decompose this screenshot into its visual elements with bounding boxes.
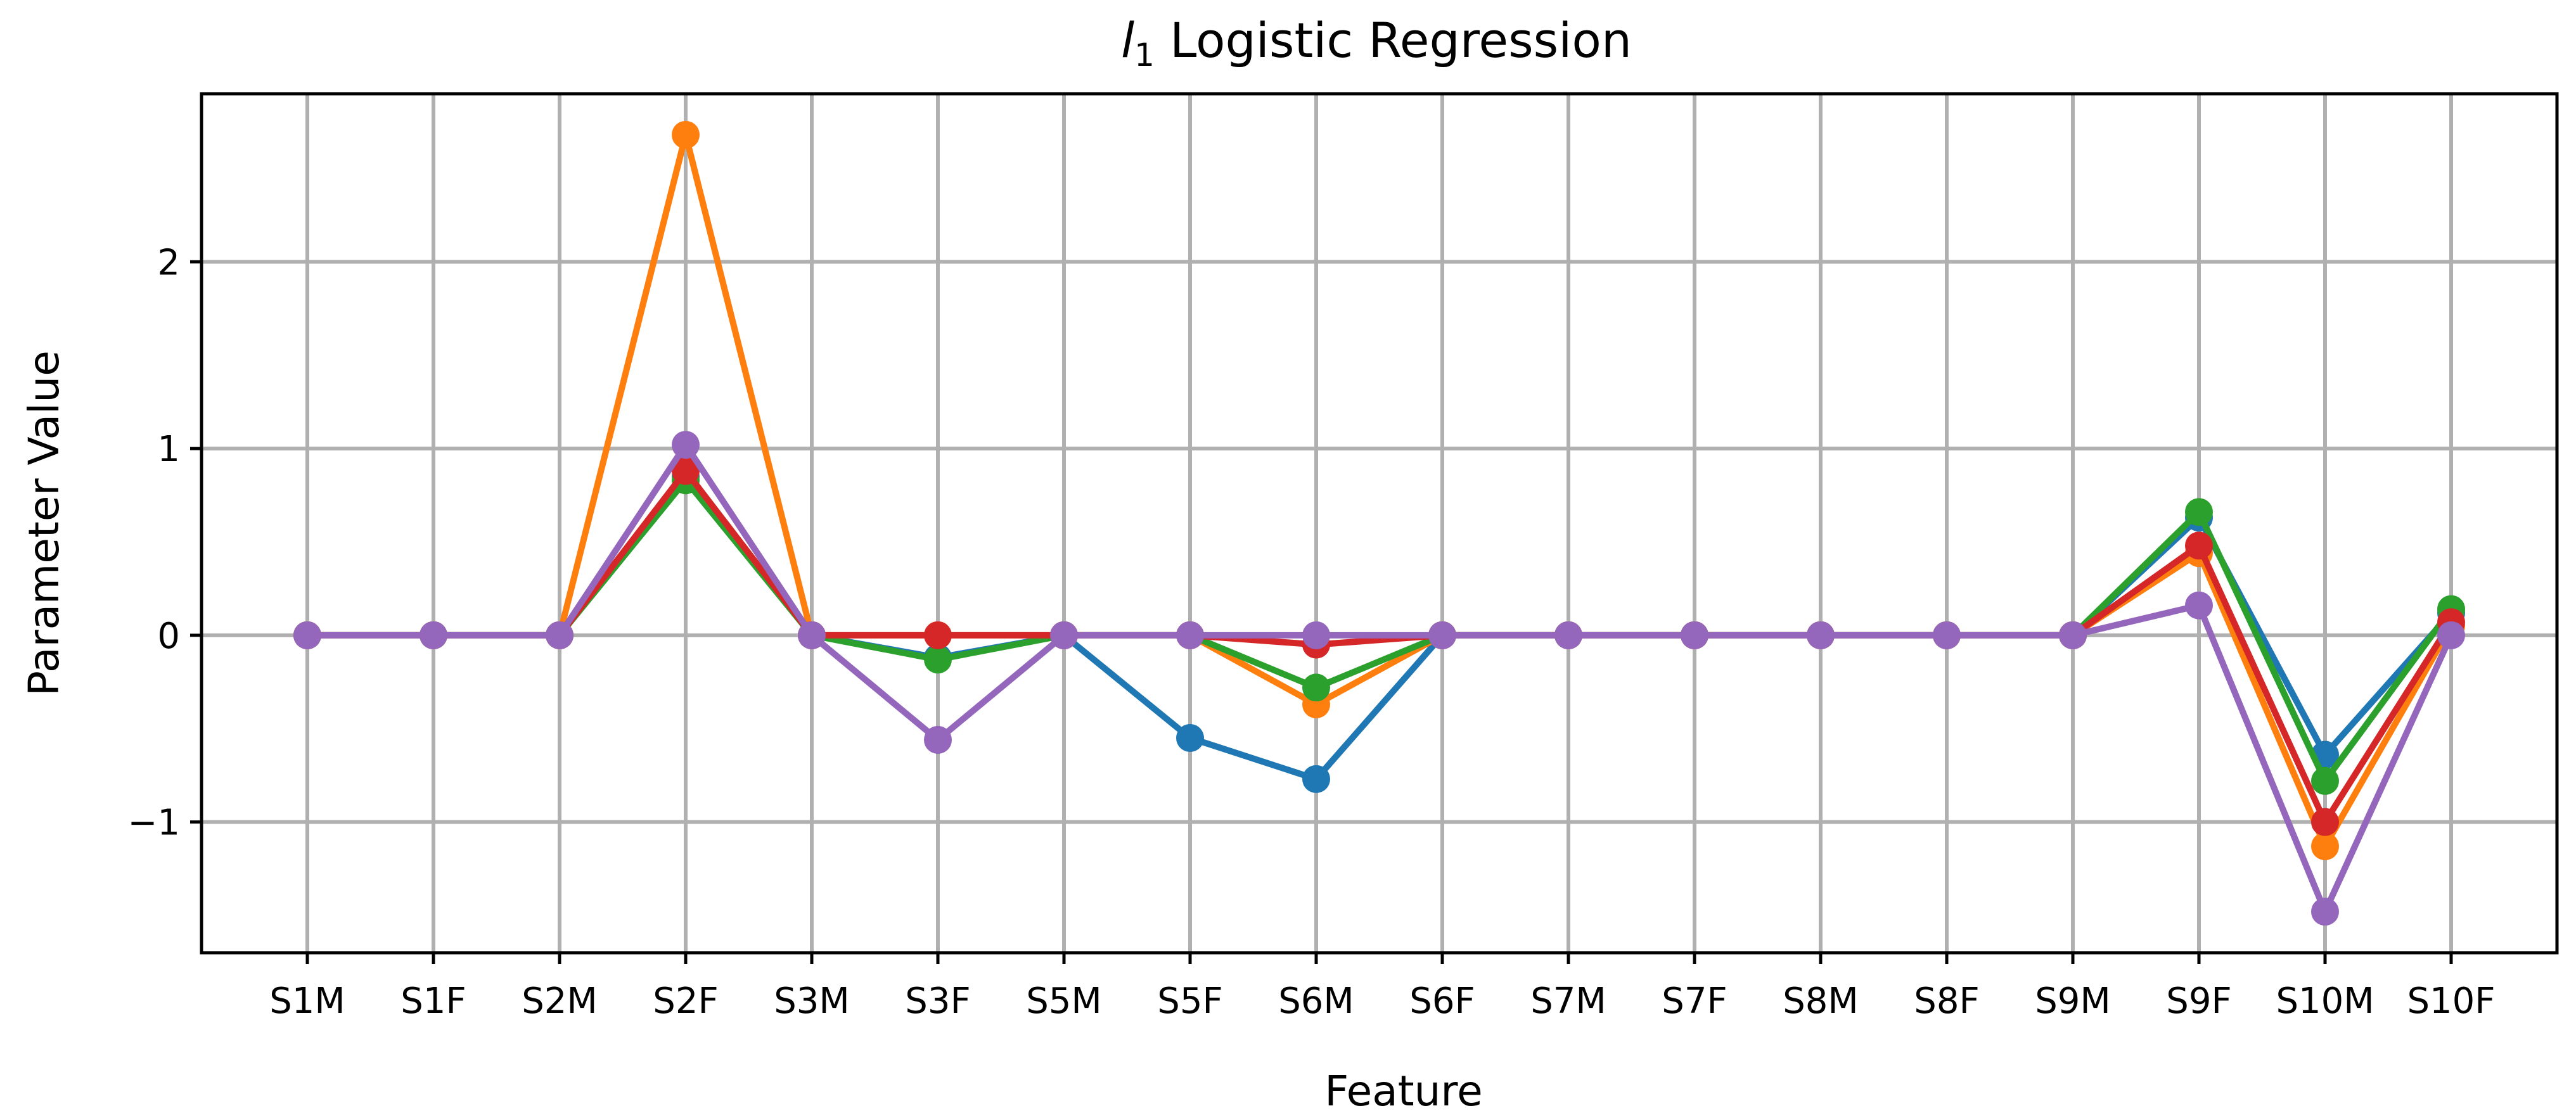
- series-5-line: [304, 442, 2454, 915]
- series-3-line: [304, 477, 2454, 784]
- chart-title-rest: Logistic Regression: [1155, 12, 1632, 68]
- series-2-line: [304, 131, 2454, 849]
- plot-frame: [200, 92, 2559, 955]
- chart-title: l1 Logistic Regression: [1121, 12, 1632, 73]
- y-tick-label: 1: [157, 429, 180, 470]
- y-tick-label: 0: [157, 616, 180, 657]
- series-5-point: [1933, 621, 1961, 649]
- x-tick-label: S10M: [2276, 981, 2374, 1022]
- series-4: [293, 457, 2465, 836]
- series-2-point: [2311, 832, 2339, 860]
- series-5-point: [1176, 621, 1204, 649]
- series-5-point: [1554, 621, 1582, 649]
- x-tick-label: S8F: [1914, 981, 1979, 1022]
- series-layer: [293, 120, 2465, 926]
- x-tick-label: S3M: [774, 981, 850, 1022]
- x-tick-label: S5M: [1026, 981, 1102, 1022]
- series-1-line: [304, 473, 2454, 782]
- series-5-point: [1302, 621, 1330, 649]
- x-axis: S1M S1F S2M S2F S3M S3F S5M S5F S6M S6F S7M S7F S8M S…: [269, 953, 2496, 1022]
- series-5-point: [672, 431, 700, 459]
- series-3: [293, 466, 2465, 795]
- chart-title-subscript: 1: [1134, 37, 1155, 73]
- x-tick-label: S10F: [2407, 981, 2495, 1022]
- chart-title-main: l: [1121, 12, 1134, 68]
- y-tick-label: −1: [127, 803, 180, 844]
- series-5-point: [2437, 621, 2465, 649]
- series-3-point: [1302, 673, 1330, 702]
- series-5: [293, 431, 2465, 926]
- series-5-point: [1050, 621, 1078, 649]
- series-1-point: [1302, 765, 1330, 793]
- x-tick-label: S1M: [269, 981, 345, 1022]
- x-axis-label: Feature: [1324, 1067, 1482, 1113]
- series-4-line: [304, 467, 2454, 825]
- series-5-point: [546, 621, 574, 649]
- x-tick-label: S9M: [2035, 981, 2111, 1022]
- series-5-point: [798, 621, 826, 649]
- series-3-point: [2185, 498, 2213, 526]
- series-5-point: [2311, 898, 2339, 926]
- series-4-point: [924, 621, 952, 649]
- series-3-point: [924, 646, 952, 674]
- x-tick-label: S3F: [905, 981, 970, 1022]
- series-5-point: [924, 725, 952, 754]
- x-tick-label: S7M: [1530, 981, 1606, 1022]
- series-5-point: [1681, 621, 1708, 649]
- series-2: [293, 120, 2465, 860]
- series-5-point: [2059, 621, 2087, 649]
- series-5-point: [293, 621, 321, 649]
- series-4-point: [2185, 531, 2213, 560]
- grid: [202, 94, 2557, 953]
- series-4-point: [672, 457, 700, 485]
- series-5-point: [1807, 621, 1835, 649]
- series-2-point: [672, 120, 700, 149]
- y-axis: −1 0 1 2: [127, 242, 202, 844]
- series-3-point: [2311, 766, 2339, 795]
- series-5-point: [1428, 621, 1456, 649]
- x-tick-label: S6M: [1278, 981, 1354, 1022]
- x-tick-label: S2M: [522, 981, 598, 1022]
- y-tick-label: 2: [157, 242, 180, 283]
- series-5-point: [2185, 591, 2213, 620]
- y-axis-label: Parameter Value: [20, 350, 68, 696]
- x-tick-label: S2F: [653, 981, 718, 1022]
- x-tick-label: S9F: [2166, 981, 2231, 1022]
- x-tick-label: S5F: [1157, 981, 1222, 1022]
- series-1: [293, 462, 2465, 793]
- x-tick-label: S1F: [400, 981, 466, 1022]
- x-tick-label: S6F: [1409, 981, 1475, 1022]
- series-1-point: [1176, 724, 1204, 752]
- series-4-point: [2311, 808, 2339, 836]
- x-tick-label: S8M: [1783, 981, 1859, 1022]
- x-tick-label: S7F: [1662, 981, 1727, 1022]
- series-5-point: [420, 621, 447, 649]
